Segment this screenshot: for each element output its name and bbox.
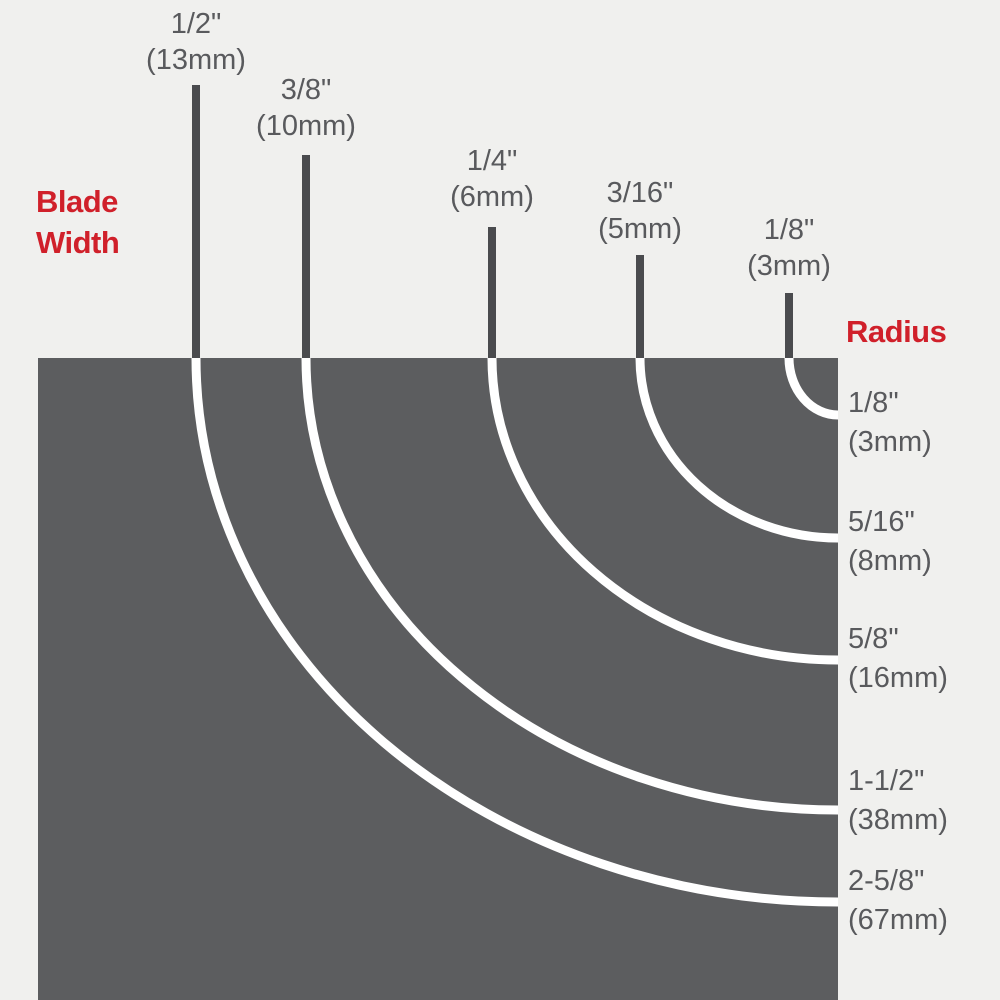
blade-width-mm: (3mm) [747, 250, 831, 282]
radius-inches: 1/8" [848, 387, 899, 419]
radius-label-five-eighths: 5/8" (16mm) [848, 620, 948, 698]
radius-inches: 5/8" [848, 623, 899, 655]
cut-arc-half-inch [191, 357, 839, 907]
cut-arc-quarter-inch [487, 357, 839, 665]
blade-width-mm: (6mm) [450, 181, 534, 213]
blade-width-label-eighth-inch: 1/8" (3mm) [747, 212, 831, 284]
radius-mm: (38mm) [848, 804, 948, 836]
blade-width-label-half-inch: 1/2" (13mm) [146, 6, 246, 78]
material-block [38, 358, 838, 1000]
blade-width-mm: (10mm) [256, 110, 356, 142]
radius-mm: (3mm) [848, 426, 932, 458]
radius-inches: 5/16" [848, 506, 915, 538]
radius-mm: (16mm) [848, 662, 948, 694]
radius-inches: 1-1/2" [848, 765, 925, 797]
cut-arc-three-eighths [301, 357, 839, 815]
radius-mm: (8mm) [848, 545, 932, 577]
blade-width-mm: (13mm) [146, 44, 246, 76]
blade-width-title: Blade Width [36, 181, 120, 263]
radius-mm: (67mm) [848, 904, 948, 936]
blade-width-inches: 3/8" [280, 74, 332, 106]
blade-width-label-quarter-inch: 1/4" (6mm) [450, 143, 534, 215]
cut-arc-eighth-inch [784, 357, 839, 420]
blade-width-mm: (5mm) [598, 213, 682, 245]
blade-width-inches: 1/4" [466, 145, 518, 177]
blade-width-inches: 1/2" [170, 8, 222, 40]
blade-width-title-line2: Width [36, 225, 120, 260]
radius-label-two-five-eighths: 2-5/8" (67mm) [848, 862, 948, 940]
radius-label-eighth-inch: 1/8" (3mm) [848, 384, 932, 462]
blade-width-inches: 1/8" [763, 214, 815, 246]
blade-width-label-three-eighths: 3/8" (10mm) [256, 72, 356, 144]
blade-width-label-three-sixteenths: 3/16" (5mm) [598, 175, 682, 247]
cut-arc-three-sixteenths [635, 357, 839, 543]
radius-title: Radius [846, 314, 947, 349]
radius-label-one-and-half: 1-1/2" (38mm) [848, 762, 948, 840]
blade-width-inches: 3/16" [606, 177, 674, 209]
radius-inches: 2-5/8" [848, 865, 925, 897]
radius-label-five-sixteenths: 5/16" (8mm) [848, 503, 932, 581]
blade-width-title-line1: Blade [36, 184, 118, 219]
